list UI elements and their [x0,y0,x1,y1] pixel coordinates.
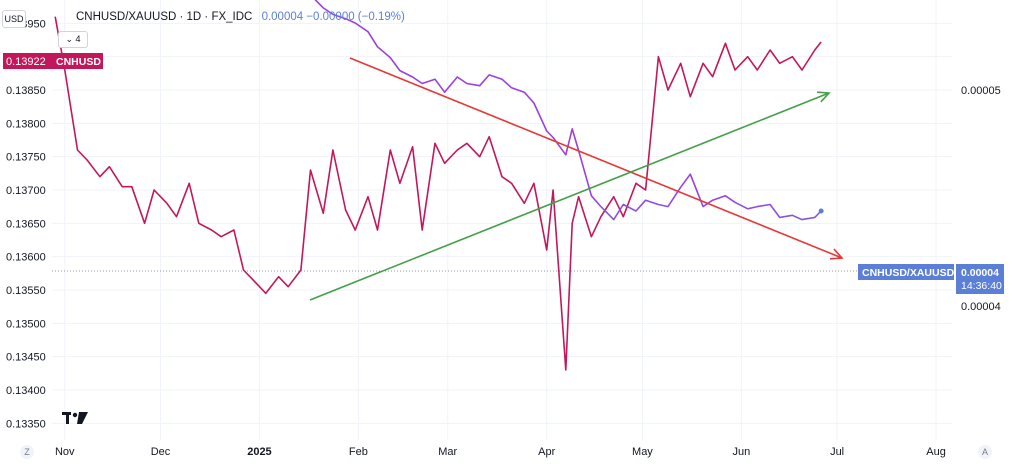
series-layer [54,0,824,371]
grid [52,0,952,440]
left-price-badge [3,53,53,69]
right-name-badge-text: CNHUSD/XAUUSD [862,267,955,279]
x-axis-tick-1: Dec [151,446,171,458]
left-axis-tick-2: 0.13850 [6,85,46,97]
currency-unit-button[interactable]: USD [2,10,26,28]
left-price-badge-text: 0.13922 [6,56,46,68]
left-axis-tick-10: 0.13450 [6,352,46,364]
tradingview-logo[interactable] [62,412,88,424]
right-price-badge-text: 0.00004 [961,267,999,279]
symbol-values: 0.00004 −0.00000 (−0.19%) [261,11,405,23]
left-axis-tick-8: 0.13550 [6,285,46,297]
x-axis-tick-8: Jul [830,446,844,458]
x-axis-tick-3: Feb [349,446,368,458]
auto-scale-button[interactable]: A [978,445,992,459]
left-axis-tick-6: 0.13650 [6,218,46,230]
red-trend-arrow-line[interactable] [349,57,843,259]
right-axis-tick-1: 0.00004 [961,301,1001,313]
symbol-title: CNHUSD/XAUUSD · 1D · FX_IDC [76,11,253,23]
zoom-button[interactable]: Z [20,445,34,459]
series-last-point [818,208,824,214]
left-axis-tick-7: 0.13600 [6,252,46,264]
green-trend-arrow-head[interactable] [816,91,831,103]
symbol-legend[interactable]: CNHUSD/XAUUSD · 1D · FX_IDC 0.00004 −0.0… [76,11,405,23]
x-axis-tick-7: Jun [732,446,750,458]
left-axis-tick-11: 0.13400 [6,385,46,397]
x-axis-tick-4: Mar [438,446,457,458]
x-axis-tick-2: 2025 [247,446,271,458]
green-trend-arrow-line[interactable] [309,92,830,301]
red-trend-arrow-head[interactable] [829,248,844,260]
left-axis-tick-3: 0.13800 [6,118,46,130]
series-line-cnhusd [54,16,822,371]
x-axis-tick-5: Apr [538,446,555,458]
x-axis-tick-9: Aug [926,446,946,458]
right-name-badge [858,264,954,280]
collapse-count: 4 [75,34,81,44]
right-countdown-text: 14:36:40 [961,280,1002,292]
right-price-badge [956,264,1004,294]
x-axis-tick-6: May [632,446,653,458]
left-axis-tick-9: 0.13500 [6,318,46,330]
right-price-axis[interactable]: 0.00005 0.00004 [961,85,1001,313]
left-name-badge [53,53,103,69]
series-line-cnhusd-xauusd [314,0,822,221]
left-price-axis[interactable]: 0.139500.139000.138500.138000.137500.137… [6,18,46,430]
time-axis[interactable]: Nov Dec 2025 Feb Mar Apr May Jun Jul Aug [55,446,946,458]
left-name-badge-text: CNHUSD [56,56,101,68]
left-axis-tick-12: 0.13350 [6,418,46,430]
x-axis-tick-0: Nov [55,446,75,458]
chevron-down-icon: ⌄ [65,34,73,44]
legend-collapse-button[interactable]: ⌄ 4 [58,31,88,48]
left-axis-tick-5: 0.13700 [6,185,46,197]
right-axis-tick-0: 0.00005 [961,85,1001,97]
left-axis-tick-4: 0.13750 [6,152,46,164]
trend-arrows[interactable] [309,57,844,301]
